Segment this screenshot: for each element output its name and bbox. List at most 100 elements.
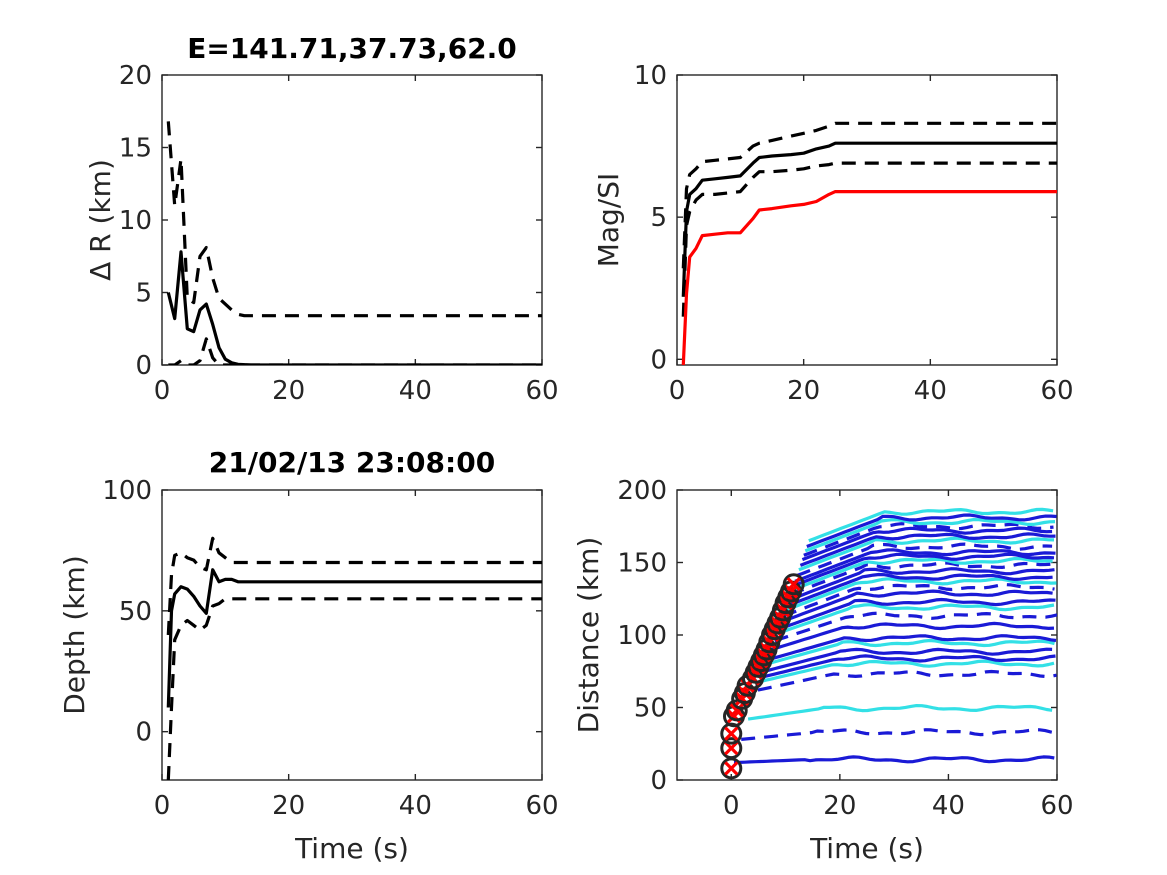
pick-cross-b <box>724 740 739 756</box>
panel-distance: 0 20 40 60 0 50 100 150 200 Distance (km) Time (… <box>572 476 1074 865</box>
station-trace-24 <box>799 532 1056 567</box>
station-trace-12 <box>778 597 1056 631</box>
station-trace-25 <box>801 526 1053 562</box>
xtick-label: 60 <box>1040 376 1073 406</box>
pick-circle <box>720 737 743 760</box>
pick-cross-b <box>724 761 739 776</box>
station-trace-15 <box>784 577 1057 612</box>
ticks-mag: 0 20 40 60 0 5 10 <box>634 61 1074 406</box>
ylabel-delta-r: Δ R (km) <box>84 159 117 281</box>
xtick-label: 0 <box>723 791 740 821</box>
series-delta-r <box>166 121 542 365</box>
station-trace-9 <box>771 621 1055 652</box>
series-line-0 <box>681 141 1057 297</box>
series-distance <box>733 507 1057 765</box>
title-depth: 21/02/13 23:08:00 <box>209 446 495 479</box>
xtick-label: 40 <box>399 376 432 406</box>
ytick-label: 0 <box>135 351 152 381</box>
panel-mag: 0 20 40 60 0 5 10 Mag/SI <box>592 61 1074 406</box>
ytick-label: 100 <box>617 621 667 651</box>
ytick-label: 0 <box>650 766 667 796</box>
station-trace-23 <box>798 536 1055 572</box>
pick-marker <box>720 722 743 745</box>
ytick-label: 50 <box>634 694 667 724</box>
pick-marker <box>725 699 748 722</box>
station-trace-14 <box>782 582 1055 618</box>
ytick-label: 0 <box>135 718 152 748</box>
plot-area-depth <box>161 489 543 781</box>
station-trace-2 <box>747 703 1053 721</box>
xtick-label: 20 <box>272 791 305 821</box>
title-delta-r: E=141.71,37.73,62.0 <box>187 32 517 65</box>
ytick-label: 100 <box>102 476 152 506</box>
ytick-label: 0 <box>650 345 667 375</box>
station-trace-26 <box>803 522 1054 557</box>
xtick-label: 0 <box>154 791 171 821</box>
ytick-label: 5 <box>135 279 152 309</box>
xtick-label: 40 <box>914 376 947 406</box>
series-line-2 <box>166 597 542 780</box>
station-trace-11 <box>776 603 1055 636</box>
station-trace-13 <box>780 589 1053 624</box>
series-mag <box>681 121 1057 365</box>
station-trace-16 <box>786 572 1053 608</box>
xtick-label: 20 <box>823 791 856 821</box>
series-line-0 <box>166 250 542 365</box>
xtick-label: 0 <box>154 376 171 406</box>
xlabel-depth: Time (s) <box>294 832 409 865</box>
plot-area-mag <box>676 74 1058 366</box>
xtick-label: 20 <box>787 376 820 406</box>
ylabel-depth: Depth (km) <box>58 555 91 715</box>
station-trace-8 <box>767 634 1057 662</box>
pick-circle <box>725 699 748 722</box>
series-line-1 <box>681 121 1057 269</box>
ytick-label: 20 <box>119 61 152 91</box>
ticks-distance: 0 20 40 60 0 50 100 150 200 <box>617 476 1073 821</box>
ytick-label: 15 <box>119 134 152 164</box>
station-trace-29 <box>808 507 1054 543</box>
station-trace-1 <box>741 728 1057 741</box>
ytick-label: 200 <box>617 476 667 506</box>
station-trace-5 <box>762 654 1056 679</box>
station-trace-6 <box>763 647 1053 673</box>
station-trace-17 <box>787 567 1055 602</box>
pick-marker <box>720 737 743 760</box>
ticks-delta-r: 0 20 40 60 0 5 10 15 20 <box>119 61 559 406</box>
xtick-label: 60 <box>1040 791 1073 821</box>
station-trace-28 <box>806 513 1057 549</box>
series-line-0 <box>166 568 542 708</box>
panel-depth: 21/02/13 23:08:00 0 20 40 60 0 50 100 Depth (k… <box>58 446 559 865</box>
station-trace-0 <box>733 755 1055 765</box>
xtick-label: 40 <box>932 791 965 821</box>
ytick-label: 5 <box>650 203 667 233</box>
series-line-2 <box>681 161 1057 317</box>
station-trace-4 <box>760 659 1055 683</box>
ylabel-mag: Mag/SI <box>592 173 625 268</box>
ylabel-distance: Distance (km) <box>572 537 605 734</box>
station-trace-22 <box>796 542 1053 578</box>
xlabel-distance: Time (s) <box>809 832 924 865</box>
pick-cross-b <box>724 726 739 741</box>
station-trace-20 <box>792 552 1055 588</box>
ticks-depth: 0 20 40 60 0 50 100 <box>102 476 558 821</box>
xtick-label: 0 <box>669 376 686 406</box>
station-trace-18 <box>789 561 1057 596</box>
station-trace-19 <box>791 556 1053 592</box>
pick-cross-b <box>729 703 744 718</box>
markers-distance <box>720 573 805 780</box>
station-trace-27 <box>804 517 1056 553</box>
station-trace-21 <box>794 548 1056 583</box>
ytick-label: 10 <box>634 61 667 91</box>
xtick-label: 40 <box>399 791 432 821</box>
station-trace-3 <box>757 669 1057 692</box>
xtick-label: 60 <box>525 791 558 821</box>
plot-area-delta-r <box>161 74 543 366</box>
ytick-label: 150 <box>617 549 667 579</box>
ytick-label: 50 <box>119 597 152 627</box>
xtick-label: 60 <box>525 376 558 406</box>
series-depth <box>166 536 542 780</box>
station-trace-7 <box>766 638 1055 666</box>
ytick-label: 10 <box>119 206 152 236</box>
series-line-1 <box>166 121 542 318</box>
